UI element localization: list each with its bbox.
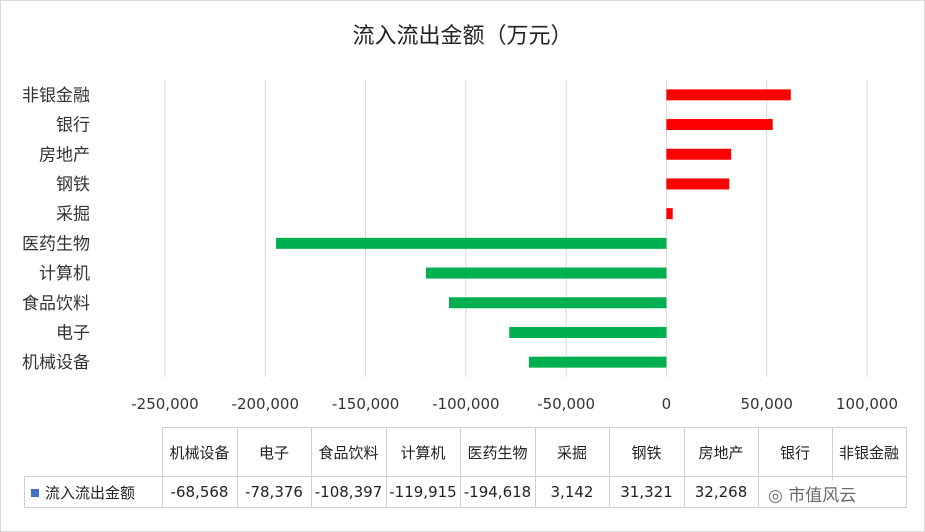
category-label: 钢铁 [56,175,90,195]
table-value-cell: -68,568 [161,476,238,508]
table-series-label: 流入流出金额 [45,483,136,502]
category-label: 非银金融 [22,86,90,106]
bar [666,208,673,220]
table-header-row: 机械设备 电子 食品饮料 计算机 医药生物 采掘 钢铁 房地产 银行 非银金融 [24,427,907,477]
category-label: 机械设备 [22,353,90,373]
legend-key-icon [31,489,39,497]
watermark-text: 市值风云 [788,486,857,506]
x-tick-label: -250,000 [131,395,198,413]
chart-title: 流入流出金额（万元） [352,24,573,49]
table-header-cell: 医药生物 [459,427,536,477]
table-header-cell: 食品饮料 [310,427,387,477]
wechat-icon: ◎ [768,486,783,506]
category-label: 计算机 [39,264,90,284]
category-label: 食品饮料 [22,294,90,314]
table-value-cell: -194,618 [459,476,536,508]
x-tick-label: -200,000 [232,395,299,413]
bar [666,119,773,131]
table-header-cell: 采掘 [534,427,610,477]
table-value-cell: 32,268 [683,476,759,508]
x-tick-label: -50,000 [537,395,595,413]
bar [666,178,730,190]
x-tick-label: -150,000 [332,395,399,413]
table-header-cell: 电子 [236,427,312,477]
table-header-cell: 计算机 [385,427,461,477]
watermark: ◎ 市值风云 [765,480,860,507]
bar [528,356,667,368]
table-value-cell: 3,142 [534,476,610,508]
bar [666,89,791,101]
bar [449,297,667,309]
table-series-cell: 流入流出金额 [24,476,163,508]
x-tick-label: 50,000 [740,395,793,413]
x-tick-label: 0 [662,395,672,413]
x-tick-label: -100,000 [432,395,499,413]
table-value-cell: -108,397 [310,476,387,508]
table-header-cell: 机械设备 [161,427,238,477]
table-value-cell: -78,376 [236,476,312,508]
table-header-cell: 钢铁 [608,427,685,477]
table-header-cell: 银行 [757,427,833,477]
bar [666,148,732,160]
bar [509,326,667,338]
category-label: 银行 [56,116,90,136]
table-header-cell: 非银金融 [831,427,907,477]
table-value-cell: 31,321 [608,476,685,508]
x-tick-label: 100,000 [836,395,898,413]
bar-chart: -250,000 -200,000 -150,000 -100,000 -50,000 0… [22,80,898,413]
category-label: 电子 [56,323,90,343]
table-value-cell: -119,915 [385,476,461,508]
category-label: 医药生物 [22,234,90,254]
category-label: 采掘 [56,205,90,225]
table-header-cell: 房地产 [683,427,759,477]
data-table: 机械设备 电子 食品饮料 计算机 医药生物 采掘 钢铁 房地产 银行 非银金融 流入流出金额 -6… [24,427,907,508]
category-label: 房地产 [39,145,90,165]
table-corner [24,427,163,477]
table-value-row: 流入流出金额 -68,568 -78,376 -108,397 -119,915 -19… [24,476,907,508]
bar [276,237,667,249]
bar [425,267,667,279]
